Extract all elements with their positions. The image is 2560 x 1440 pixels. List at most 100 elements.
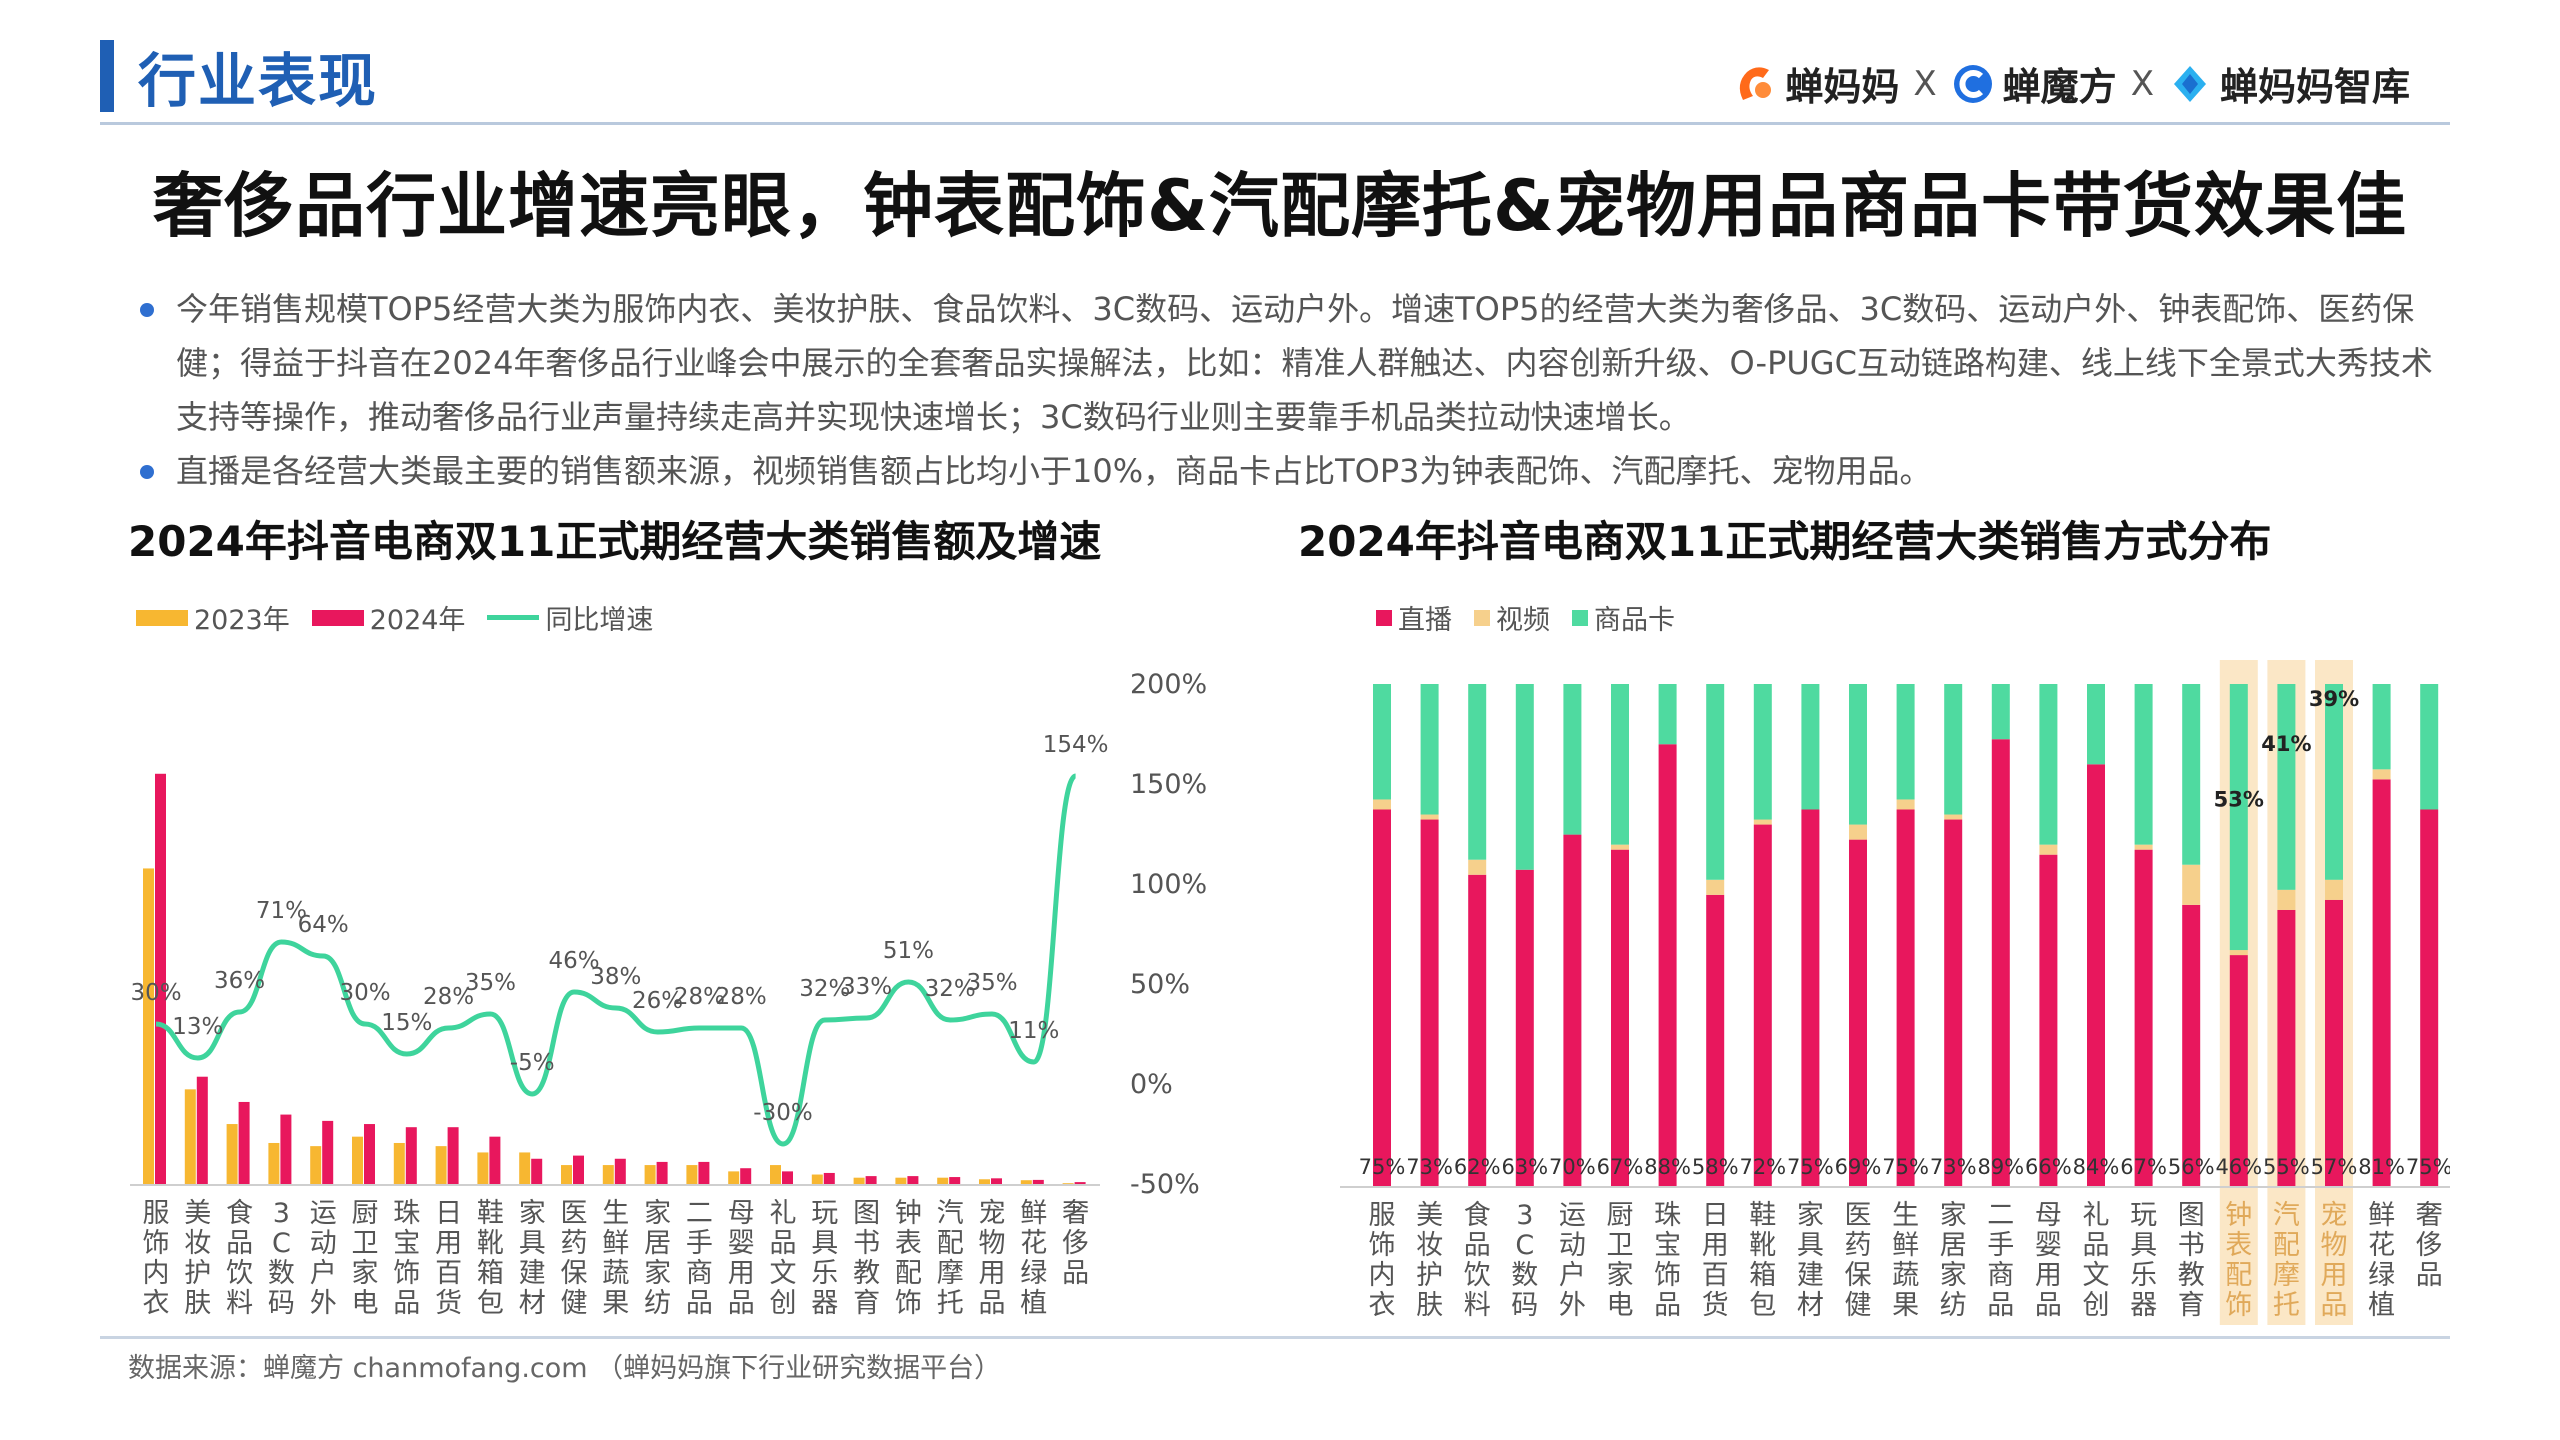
growth-data-label: 26% <box>632 988 683 1014</box>
bar-card <box>1468 684 1487 860</box>
growth-data-label: -5% <box>510 1050 555 1076</box>
bar-card <box>1944 684 1963 815</box>
bar-live <box>1515 869 1534 1186</box>
x-tick-label: 鞋靴箱包 <box>1749 1200 1776 1321</box>
bar-card <box>1563 684 1582 835</box>
legend-label-card: 商品卡 <box>1594 605 1675 636</box>
legend-item-growth: 同比增速 <box>487 598 653 637</box>
live-data-label: 72% <box>1739 1155 1786 1179</box>
x-tick-label: 家具建材 <box>519 1198 546 1319</box>
live-data-label: 89% <box>1977 1155 2024 1179</box>
bar-live <box>2277 909 2296 1186</box>
bar-2023 <box>728 1171 740 1184</box>
right-chart-title: 2024年抖音电商双11正式期经营大类销售方式分布 <box>1298 517 2272 566</box>
section-accent-bar <box>100 40 114 112</box>
bar-card <box>2420 684 2439 810</box>
section-title: 行业表现 <box>138 47 379 115</box>
brand-name-zhiku: 蝉妈妈智库 <box>2219 65 2410 109</box>
x-tick-label: 鞋靴箱包 <box>477 1198 504 1319</box>
x-tick-label: 医药保健 <box>1845 1200 1872 1321</box>
x-tick-label: 母婴用品 <box>2035 1200 2062 1321</box>
live-data-label: 58% <box>1692 1155 1739 1179</box>
bullet-item: 直播是各经营大类最主要的销售额来源，视频销售额占比均小于10%，商品卡占比TOP… <box>136 444 2436 498</box>
bar-2023 <box>811 1174 823 1184</box>
growth-data-label: 64% <box>298 912 349 938</box>
brand-chanmama: 蝉妈妈 <box>1733 56 1899 111</box>
right-chart-legend: 直播 视频 商品卡 <box>1376 598 1675 637</box>
bar-2023 <box>226 1124 238 1184</box>
live-data-label: 62% <box>1454 1155 1501 1179</box>
growth-data-label: 38% <box>590 964 641 990</box>
legend-label-2024: 2024年 <box>369 605 466 636</box>
bar-card <box>1420 684 1439 815</box>
x-tick-label: 服饰内衣 <box>143 1198 170 1319</box>
bar-2023 <box>1020 1180 1032 1184</box>
brand-name-chanmofang: 蝉魔方 <box>2002 65 2117 109</box>
brand-chanmofang: 蝉魔方 <box>1951 56 2117 111</box>
bar-video <box>1944 814 1963 820</box>
bar-card <box>2182 684 2201 865</box>
right-chart: 75% 服饰内衣 73% 美妆护肤 62% 食品饮料 63% 3 C 数码 70% 运动户外 67% 厨卫… <box>1340 660 2450 1325</box>
x-tick-label: 食品饮料 <box>1464 1200 1491 1321</box>
data-source: 数据来源：蝉魔方 chanmofang.com （蝉妈妈旗下行业研究数据平台） <box>128 1353 1002 1384</box>
bar-2024 <box>322 1120 334 1184</box>
bar-video <box>1420 814 1439 820</box>
bar-video <box>1896 799 1915 810</box>
x-tick-label: 厨卫家电 <box>1607 1200 1634 1321</box>
x-tick-label: 钟表配饰 <box>2225 1200 2252 1321</box>
x-tick-label: 钟表配饰 <box>895 1198 922 1319</box>
bar-live <box>1849 839 1867 1186</box>
growth-data-label: 46% <box>548 948 599 974</box>
bar-2023 <box>310 1146 322 1184</box>
bar-card <box>2372 684 2391 770</box>
bar-live <box>1753 824 1772 1186</box>
x-tick-label: 3 C 数码 <box>268 1198 295 1319</box>
y2-tick-label: 100% <box>1130 869 1207 900</box>
bar-2024 <box>1032 1179 1044 1184</box>
growth-data-label: 32% <box>799 976 850 1002</box>
bar-card <box>2325 684 2343 880</box>
x-tick-label: 玩具乐器 <box>2130 1200 2157 1321</box>
y2-tick-label: 150% <box>1130 769 1207 800</box>
bar-2023 <box>393 1142 405 1184</box>
growth-data-label: 154% <box>1043 732 1109 758</box>
legend-item-video: 视频 <box>1474 598 1550 637</box>
bar-card <box>2087 684 2105 765</box>
y2-tick-label: 200% <box>1130 669 1207 700</box>
x-tick-label: 鲜花绿植 <box>1020 1198 1047 1319</box>
bar-2024 <box>656 1161 668 1184</box>
bar-card <box>1373 684 1391 800</box>
bar-card <box>1611 684 1629 845</box>
bar-2023 <box>435 1146 447 1184</box>
x-tick-label: 鲜花绿植 <box>2368 1200 2395 1321</box>
bar-video <box>1611 844 1629 850</box>
live-data-label: 55% <box>2263 1155 2310 1179</box>
bar-card <box>2277 684 2296 890</box>
x-tick-label: 汽配摩托 <box>2273 1200 2300 1321</box>
footer-divider <box>100 1336 2450 1339</box>
x-tick-label: 美妆护肤 <box>184 1198 211 1319</box>
x-tick-label: 珠宝饰品 <box>1654 1200 1681 1321</box>
bar-2024 <box>196 1076 208 1184</box>
bar-2024 <box>573 1155 584 1184</box>
bar-live <box>2420 809 2439 1186</box>
chanmama-logo-icon <box>1740 66 1772 100</box>
live-data-label: 88% <box>1644 1155 1691 1179</box>
x-tick-label: 厨卫家电 <box>352 1198 379 1319</box>
bar-video <box>2229 950 2248 956</box>
x-tick-label: 汽配摩托 <box>937 1198 964 1319</box>
x-tick-label: 奢侈品 <box>2416 1200 2443 1291</box>
x-tick-label: 家具建材 <box>1797 1200 1824 1321</box>
bar-live <box>1611 849 1629 1186</box>
bar-2023 <box>853 1177 865 1184</box>
card-data-label: 41% <box>2261 732 2311 756</box>
bar-2023 <box>644 1165 656 1184</box>
x-tick-label: 生鲜蔬果 <box>1892 1200 1919 1321</box>
bar-2024 <box>155 773 166 1184</box>
bar-card <box>1896 684 1915 800</box>
bar-card <box>1658 684 1677 745</box>
growth-data-label: 13% <box>172 1014 223 1040</box>
bar-2024 <box>531 1158 543 1184</box>
x-tick-label: 母婴用品 <box>728 1198 755 1319</box>
bar-2024 <box>280 1114 292 1184</box>
